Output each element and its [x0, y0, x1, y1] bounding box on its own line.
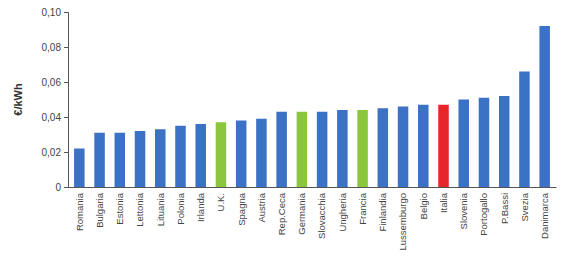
x-tick-label: Lituania [155, 192, 166, 226]
x-tick: P.Bassi [499, 187, 510, 224]
y-tick: 0,04 [42, 112, 68, 123]
x-tick-label: Italia [438, 192, 449, 213]
y-tick-label: 0,04 [42, 112, 62, 123]
x-tick: Francia [357, 187, 368, 225]
x-tick-label: U.K. [215, 193, 226, 211]
x-tick: Bulgaria [94, 187, 105, 228]
y-tick-label: 0,10 [42, 7, 62, 18]
y-tick-label: 0 [55, 182, 61, 193]
x-tick: Germania [296, 187, 307, 235]
x-tick-label: Slovacchia [316, 192, 327, 239]
x-tick-label: Romania [74, 192, 85, 231]
bar [438, 105, 449, 187]
x-tick-label: Rep.Ceca [276, 192, 287, 235]
x-tick: Slovenia [458, 187, 469, 229]
x-tick-label: Estonia [114, 192, 125, 224]
plot: 0 0,02 0,04 0,06 0,08 0,10 Romania Bulgaria Esto… [42, 7, 557, 251]
bar [297, 112, 308, 187]
bar [337, 110, 348, 187]
bar [458, 100, 469, 188]
x-axis: Romania Bulgaria Estonia Lettonia Lituania Po… [69, 187, 557, 251]
bar [135, 131, 146, 187]
x-tick: Rep.Ceca [276, 187, 287, 235]
bar [317, 112, 328, 187]
x-tick-label: Francia [357, 192, 368, 224]
x-tick: Italia [438, 187, 449, 213]
x-tick: Austria [256, 187, 267, 223]
x-axis-line [69, 187, 557, 188]
y-tick-label: 0,02 [42, 147, 62, 158]
x-tick: U.K. [215, 187, 226, 211]
bar [398, 107, 409, 188]
bar [175, 126, 186, 187]
bar [499, 96, 510, 187]
x-tick-label: Portogallo [478, 193, 489, 236]
x-tick-label: Danimarca [539, 192, 550, 239]
y-tick: 0,08 [42, 42, 68, 53]
y-tick: 0 [55, 182, 68, 193]
bar [519, 72, 530, 188]
x-tick-label: Spagna [236, 192, 247, 225]
y-tick: 0,06 [42, 77, 68, 88]
x-tick: Lettonia [134, 187, 145, 227]
y-tick-mark [64, 152, 68, 153]
x-tick-label: Belgio [418, 193, 429, 219]
bar [155, 129, 166, 187]
x-tick-label: Bulgaria [94, 192, 105, 228]
bar [479, 98, 490, 187]
x-tick: Finlandia [377, 187, 388, 232]
bar [216, 122, 227, 187]
x-tick-label: Lussemburgo [397, 193, 408, 251]
x-tick: Spagna [236, 187, 247, 226]
y-tick-mark [64, 47, 68, 48]
bar [256, 119, 267, 187]
x-tick: Slovacchia [316, 187, 327, 239]
y-tick-label: 0,06 [42, 77, 62, 88]
y-tick-mark [64, 12, 68, 13]
x-tick-label: Germania [296, 192, 307, 234]
y-axis: 0 0,02 0,04 0,06 0,08 0,10 [42, 7, 69, 193]
x-tick: Danimarca [539, 187, 550, 239]
x-tick: Svezia [519, 187, 530, 222]
x-tick: Estonia [114, 187, 125, 225]
bar [236, 121, 247, 188]
y-tick-mark [64, 117, 68, 118]
x-tick-label: P.Bassi [499, 193, 510, 224]
bar [276, 112, 287, 187]
y-tick: 0,02 [42, 147, 68, 158]
bar [357, 110, 368, 187]
x-tick-label: Irlanda [195, 192, 206, 222]
x-tick: Romania [74, 187, 85, 231]
y-tick-mark [64, 187, 68, 188]
y-axis-line [64, 13, 69, 188]
x-tick: Lituania [155, 187, 166, 226]
x-tick: Portogallo [478, 187, 489, 236]
x-tick-label: Ungheria [337, 192, 348, 231]
x-tick: Lussemburgo [397, 187, 408, 251]
bar [539, 26, 550, 187]
y-tick-mark [64, 82, 68, 83]
bar [115, 133, 126, 187]
x-tick: Polonia [175, 187, 186, 225]
x-tick: Belgio [418, 187, 429, 219]
y-axis-title: €/kWh [12, 83, 24, 116]
bars [74, 26, 550, 187]
x-tick-label: Lettonia [134, 192, 145, 227]
x-tick-label: Slovenia [458, 192, 469, 229]
chart: 0 0,02 0,04 0,06 0,08 0,10 Romania Bulgaria Esto… [0, 0, 584, 273]
bar [94, 133, 105, 187]
x-tick-label: Polonia [175, 192, 186, 224]
bar [195, 124, 206, 187]
x-tick-label: Finlandia [377, 192, 388, 231]
x-tick-label: Svezia [519, 192, 530, 221]
x-tick: Irlanda [195, 187, 206, 222]
x-tick-label: Austria [256, 192, 267, 222]
y-tick: 0,10 [42, 7, 68, 18]
x-tick: Ungheria [337, 187, 348, 232]
bar [418, 105, 429, 187]
bar [74, 149, 85, 188]
bar [378, 108, 389, 187]
y-tick-label: 0,08 [42, 42, 62, 53]
